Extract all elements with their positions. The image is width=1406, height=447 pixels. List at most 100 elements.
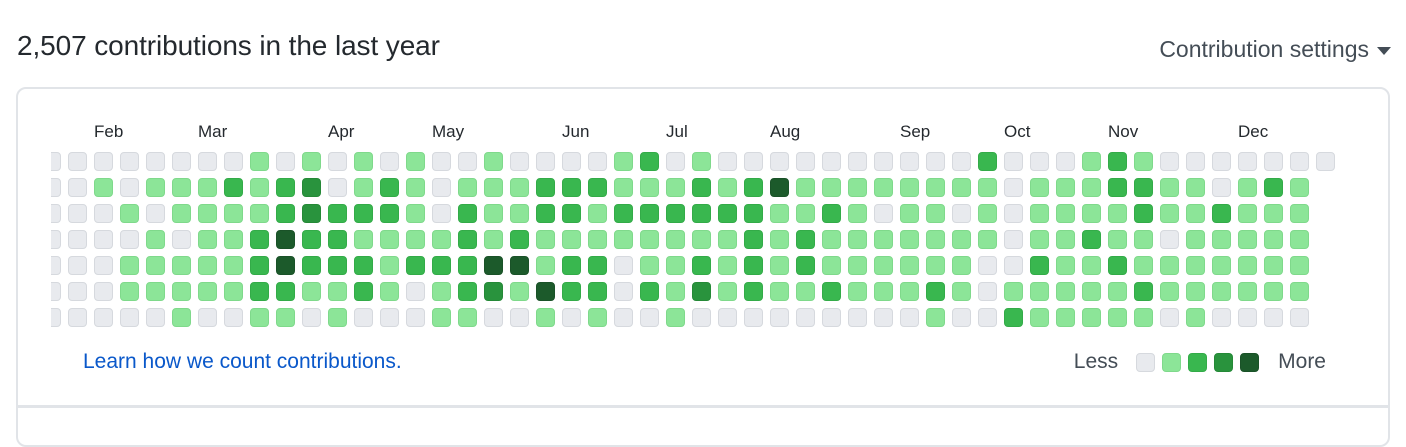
contribution-day[interactable] — [588, 178, 607, 197]
contribution-day[interactable] — [51, 204, 61, 223]
learn-contributions-link[interactable]: Learn how we count contributions. — [83, 350, 402, 373]
contribution-day[interactable] — [94, 308, 113, 327]
contribution-day[interactable] — [458, 282, 477, 301]
contribution-day[interactable] — [51, 308, 61, 327]
contribution-day[interactable] — [1134, 204, 1153, 223]
contribution-day[interactable] — [744, 204, 763, 223]
contribution-day[interactable] — [68, 152, 87, 171]
contribution-day[interactable] — [120, 308, 139, 327]
contribution-day[interactable] — [900, 282, 919, 301]
contribution-day[interactable] — [1030, 308, 1049, 327]
contribution-day[interactable] — [120, 204, 139, 223]
contribution-day[interactable] — [770, 204, 789, 223]
contribution-day[interactable] — [172, 282, 191, 301]
contribution-day[interactable] — [120, 230, 139, 249]
contribution-day[interactable] — [952, 230, 971, 249]
contribution-day[interactable] — [796, 256, 815, 275]
contribution-day[interactable] — [510, 256, 529, 275]
contribution-day[interactable] — [172, 256, 191, 275]
contribution-day[interactable] — [692, 282, 711, 301]
contribution-day[interactable] — [692, 204, 711, 223]
contribution-day[interactable] — [432, 178, 451, 197]
contribution-day[interactable] — [224, 282, 243, 301]
contribution-day[interactable] — [1004, 256, 1023, 275]
contribution-day[interactable] — [822, 308, 841, 327]
contribution-day[interactable] — [822, 152, 841, 171]
contribution-day[interactable] — [354, 152, 373, 171]
contribution-day[interactable] — [666, 282, 685, 301]
contribution-day[interactable] — [1316, 152, 1335, 171]
contribution-day[interactable] — [328, 178, 347, 197]
contribution-day[interactable] — [588, 256, 607, 275]
contribution-day[interactable] — [848, 308, 867, 327]
contribution-day[interactable] — [302, 308, 321, 327]
contribution-day[interactable] — [1134, 308, 1153, 327]
contribution-day[interactable] — [1290, 230, 1309, 249]
contribution-day[interactable] — [1108, 256, 1127, 275]
contribution-day[interactable] — [1004, 152, 1023, 171]
contribution-day[interactable] — [354, 308, 373, 327]
contribution-day[interactable] — [1108, 308, 1127, 327]
contribution-day[interactable] — [224, 256, 243, 275]
contribution-day[interactable] — [926, 178, 945, 197]
contribution-day[interactable] — [900, 204, 919, 223]
contribution-day[interactable] — [1290, 256, 1309, 275]
contribution-day[interactable] — [796, 178, 815, 197]
contribution-day[interactable] — [250, 256, 269, 275]
contribution-day[interactable] — [692, 178, 711, 197]
contribution-day[interactable] — [822, 204, 841, 223]
contribution-day[interactable] — [614, 204, 633, 223]
contribution-day[interactable] — [406, 282, 425, 301]
contribution-day[interactable] — [770, 282, 789, 301]
contribution-day[interactable] — [510, 282, 529, 301]
contribution-day[interactable] — [68, 282, 87, 301]
contribution-day[interactable] — [94, 256, 113, 275]
contribution-day[interactable] — [1212, 282, 1231, 301]
contribution-day[interactable] — [94, 230, 113, 249]
contribution-day[interactable] — [1264, 178, 1283, 197]
contribution-day[interactable] — [1082, 256, 1101, 275]
contribution-day[interactable] — [718, 204, 737, 223]
contribution-day[interactable] — [796, 282, 815, 301]
contribution-day[interactable] — [666, 308, 685, 327]
contribution-day[interactable] — [926, 230, 945, 249]
contribution-day[interactable] — [1264, 308, 1283, 327]
contribution-day[interactable] — [406, 308, 425, 327]
contribution-day[interactable] — [224, 204, 243, 223]
contribution-day[interactable] — [380, 308, 399, 327]
contribution-day[interactable] — [952, 178, 971, 197]
contribution-day[interactable] — [1134, 152, 1153, 171]
contribution-day[interactable] — [562, 308, 581, 327]
contribution-day[interactable] — [1290, 204, 1309, 223]
contribution-day[interactable] — [1264, 204, 1283, 223]
contribution-day[interactable] — [68, 230, 87, 249]
contribution-day[interactable] — [1264, 152, 1283, 171]
contribution-day[interactable] — [822, 230, 841, 249]
contribution-day[interactable] — [224, 308, 243, 327]
contribution-day[interactable] — [458, 256, 477, 275]
contribution-day[interactable] — [796, 152, 815, 171]
contribution-day[interactable] — [692, 230, 711, 249]
contribution-day[interactable] — [874, 204, 893, 223]
contribution-day[interactable] — [1134, 230, 1153, 249]
contribution-day[interactable] — [640, 178, 659, 197]
contribution-day[interactable] — [276, 230, 295, 249]
contribution-day[interactable] — [432, 308, 451, 327]
contribution-day[interactable] — [1108, 178, 1127, 197]
contribution-day[interactable] — [458, 204, 477, 223]
contribution-day[interactable] — [952, 308, 971, 327]
contribution-day[interactable] — [1186, 152, 1205, 171]
contribution-day[interactable] — [874, 230, 893, 249]
contribution-day[interactable] — [536, 256, 555, 275]
contribution-day[interactable] — [718, 230, 737, 249]
contribution-day[interactable] — [978, 256, 997, 275]
contribution-day[interactable] — [1238, 204, 1257, 223]
contribution-day[interactable] — [432, 256, 451, 275]
contribution-day[interactable] — [328, 308, 347, 327]
contribution-day[interactable] — [718, 308, 737, 327]
contribution-day[interactable] — [1108, 204, 1127, 223]
contribution-day[interactable] — [536, 178, 555, 197]
contribution-day[interactable] — [978, 178, 997, 197]
contribution-day[interactable] — [328, 256, 347, 275]
contribution-day[interactable] — [848, 152, 867, 171]
